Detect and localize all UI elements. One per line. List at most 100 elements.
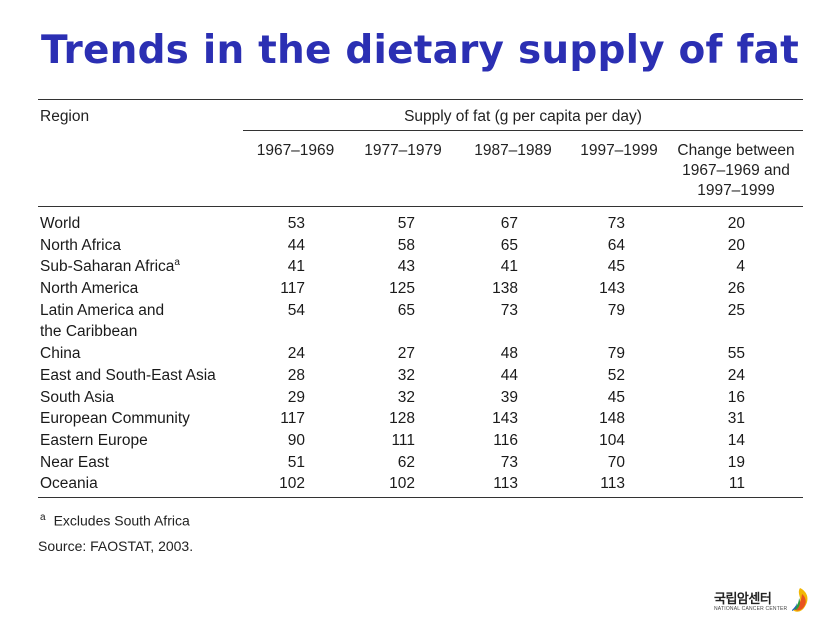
value-1997: 73 xyxy=(607,215,625,232)
value-1977: 27 xyxy=(397,345,415,363)
value-1977: 58 xyxy=(397,236,415,254)
value-1967: 117 xyxy=(280,280,305,298)
value-1977: 125 xyxy=(389,280,415,298)
source-note: Source: FAOSTAT, 2003. xyxy=(38,538,194,554)
value-1967: 102 xyxy=(279,475,305,493)
value-1977: 32 xyxy=(397,388,415,406)
region-name: East and South-East Asia xyxy=(40,366,216,384)
value-change: 25 xyxy=(727,301,745,319)
value-1987: 39 xyxy=(500,388,518,406)
value-1997: 113 xyxy=(600,475,625,493)
table-row: Near East 51 62 73 70 19 xyxy=(38,452,803,474)
region-name: World xyxy=(40,215,81,232)
national-cancer-center-logo: 국립암센터 NATIONAL CANCER CENTER xyxy=(714,586,810,616)
value-1987: 73 xyxy=(500,453,518,471)
region-header: Region xyxy=(40,108,90,125)
value-1977: 43 xyxy=(397,258,415,276)
table-row: Latin America and the Caribbean 54 65 73… xyxy=(38,300,803,343)
table-row: European Community 117 128 143 148 31 xyxy=(38,408,803,430)
value-1987: 41 xyxy=(500,258,518,276)
table-row: South Asia 29 32 39 45 16 xyxy=(38,387,803,409)
table-row: Oceania 102 102 113 113 11 xyxy=(38,473,803,495)
value-change: 14 xyxy=(727,431,745,449)
value-1997: 64 xyxy=(607,236,625,254)
region-name: North Africa xyxy=(40,236,121,254)
value-1987: 65 xyxy=(500,236,518,254)
value-1987: 138 xyxy=(492,280,518,298)
table-row: World 53 57 67 73 20 xyxy=(38,213,803,235)
value-1967: 53 xyxy=(287,215,305,232)
value-1967: 28 xyxy=(287,366,305,384)
value-1977: 111 xyxy=(391,431,415,449)
supply-header: Supply of fat (g per capita per day) xyxy=(404,108,642,125)
logo-english-text: NATIONAL CANCER CENTER xyxy=(714,606,788,612)
table-row: Eastern Europe 90 111 116 104 14 xyxy=(38,430,803,452)
value-1967: 41 xyxy=(287,258,305,276)
column-header-1967: 1967–1969 xyxy=(256,142,335,159)
table-row: North America 117 125 138 143 26 xyxy=(38,278,803,300)
value-1977: 102 xyxy=(389,475,415,493)
value-1997: 79 xyxy=(607,301,625,319)
region-name: Latin America and the Caribbean xyxy=(40,301,165,341)
region-name: South Asia xyxy=(40,388,115,406)
column-header-change: Change between 1967–1969 and 1997–1999 xyxy=(677,142,795,199)
value-1987: 73 xyxy=(500,301,518,319)
logo-korean-text: 국립암센터 xyxy=(714,592,772,607)
table-row: East and South-East Asia 28 32 44 52 24 xyxy=(38,365,803,387)
value-1987: 116 xyxy=(493,431,518,449)
value-1967: 24 xyxy=(287,345,305,363)
value-1967: 51 xyxy=(287,453,305,471)
region-name: Sub-Saharan Africaa xyxy=(40,257,180,276)
value-1977: 57 xyxy=(397,215,415,232)
table-top-rule xyxy=(38,99,803,100)
value-change: 20 xyxy=(727,236,745,254)
value-1997: 45 xyxy=(607,258,625,276)
value-1997: 52 xyxy=(607,366,625,384)
value-1997: 104 xyxy=(599,431,625,449)
region-name: China xyxy=(40,345,81,363)
value-change: 24 xyxy=(727,366,745,384)
value-1967: 44 xyxy=(287,236,305,254)
table-bottom-rule xyxy=(38,497,803,498)
value-change: 55 xyxy=(727,345,745,363)
table-row: China 24 27 48 79 55 xyxy=(38,343,803,365)
value-1977: 62 xyxy=(397,453,415,471)
value-1987: 44 xyxy=(500,366,518,384)
table-row: Sub-Saharan Africaa 41 43 41 45 4 xyxy=(38,256,803,278)
supply-header-rule xyxy=(243,130,803,131)
region-name: Oceania xyxy=(40,475,98,493)
value-1987: 113 xyxy=(493,475,518,493)
value-change: 20 xyxy=(727,215,745,232)
value-1997: 79 xyxy=(607,345,625,363)
footnote-text: Excludes South Africa xyxy=(53,512,190,529)
region-name: North America xyxy=(40,280,139,298)
logo-flame-icon xyxy=(792,588,808,612)
slide-title: Trends in the dietary supply of fat xyxy=(41,28,799,73)
value-change: 19 xyxy=(727,453,745,471)
column-header-1987: 1987–1989 xyxy=(474,142,552,159)
region-name: Near East xyxy=(40,453,109,471)
value-1987: 48 xyxy=(500,345,518,363)
value-change: 11 xyxy=(728,475,745,493)
region-name: Eastern Europe xyxy=(40,431,148,449)
value-1977: 128 xyxy=(389,410,415,428)
value-1977: 32 xyxy=(397,366,415,384)
value-1967: 90 xyxy=(287,431,305,449)
value-1967: 29 xyxy=(287,388,305,406)
value-change: 26 xyxy=(727,280,745,298)
value-1997: 45 xyxy=(607,388,625,406)
value-1997: 148 xyxy=(599,410,625,428)
table-row: North Africa 44 58 65 64 20 xyxy=(38,235,803,257)
column-header-1997: 1997–1999 xyxy=(580,142,658,159)
value-1967: 54 xyxy=(287,301,305,319)
value-1987: 67 xyxy=(500,215,518,232)
value-change: 31 xyxy=(727,410,745,428)
table-body: World 53 57 67 73 20 North Africa 44 58 … xyxy=(38,213,803,495)
footnote-marker: a xyxy=(174,257,180,269)
value-1977: 65 xyxy=(397,301,415,319)
footnote-marker: a xyxy=(40,512,46,523)
value-1987: 143 xyxy=(492,410,518,428)
value-change: 16 xyxy=(727,388,745,406)
value-change: 4 xyxy=(736,258,745,276)
value-1967: 117 xyxy=(280,410,305,428)
